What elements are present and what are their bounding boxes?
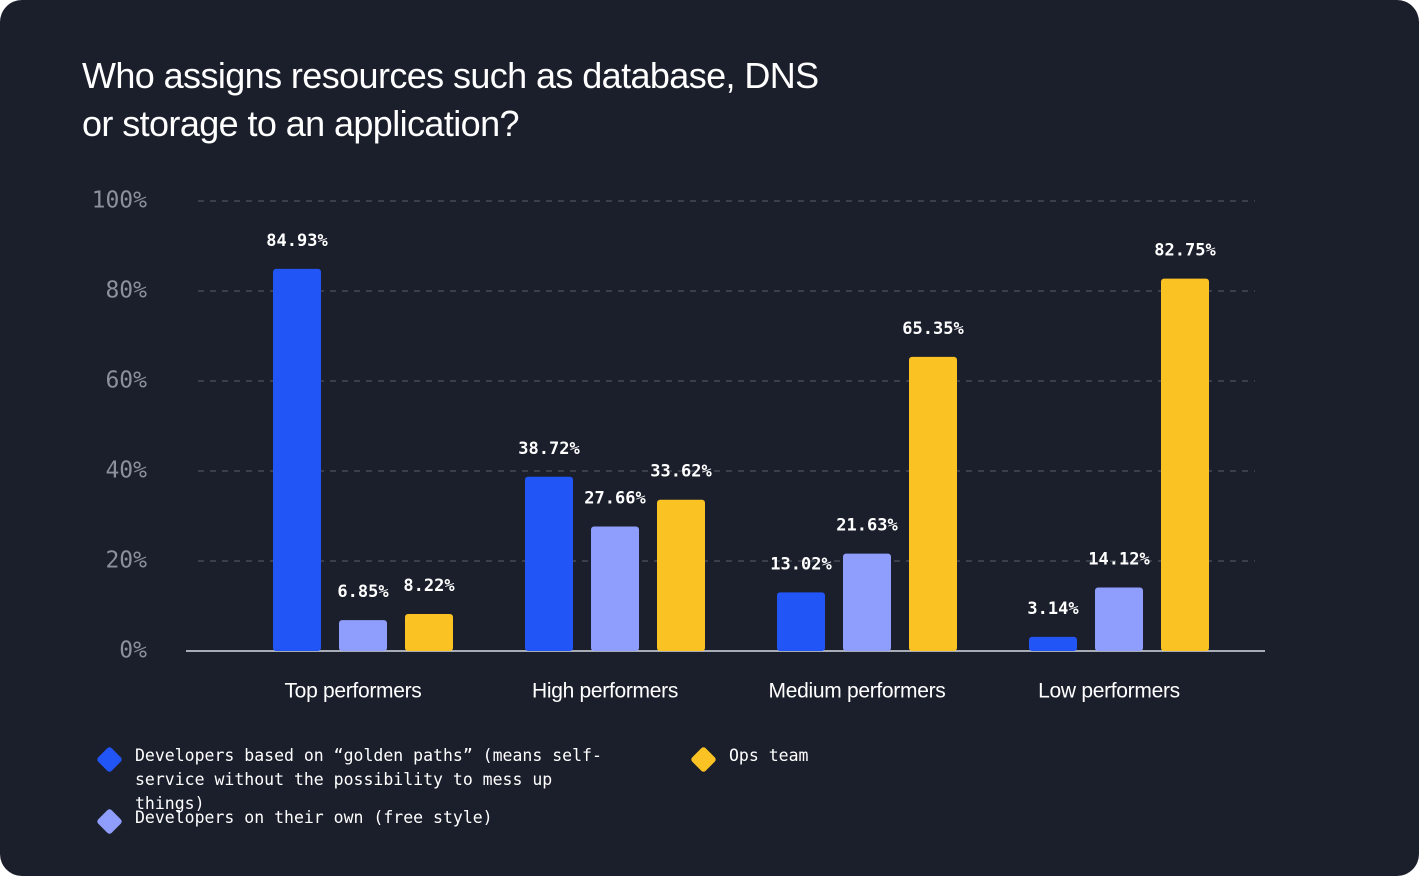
legend-item: Developers based on “golden paths” (mean…	[96, 744, 625, 816]
bar	[1095, 587, 1143, 651]
legend-item: Ops team	[690, 744, 1219, 773]
bar	[591, 526, 639, 651]
legend-label: Developers based on “golden paths” (mean…	[135, 746, 602, 813]
legend-swatch	[96, 746, 123, 773]
value-label: 27.66%	[584, 489, 646, 509]
value-label: 13.02%	[770, 554, 832, 574]
bar	[1029, 636, 1077, 651]
legend-label: Ops team	[729, 746, 809, 765]
y-tick-label: 40%	[105, 458, 147, 484]
y-tick-label: 80%	[105, 278, 147, 304]
value-label: 21.63%	[836, 516, 898, 536]
y-tick-label: 20%	[105, 548, 147, 574]
value-label: 82.75%	[1154, 241, 1216, 261]
legend-item: Developers on their own (free style)	[96, 806, 625, 835]
bar	[273, 268, 321, 651]
bar	[525, 476, 573, 651]
value-label: 33.62%	[650, 462, 712, 482]
x-tick-label: Low performers	[1038, 680, 1180, 703]
bar	[657, 499, 705, 651]
bar	[1161, 278, 1209, 651]
y-tick-label: 0%	[119, 638, 147, 664]
bar	[843, 553, 891, 651]
value-label: 84.93%	[266, 231, 328, 251]
value-label: 3.14%	[1027, 599, 1079, 619]
legend-label: Developers on their own (free style)	[135, 808, 493, 827]
value-label: 8.22%	[403, 576, 455, 596]
value-label: 38.72%	[518, 439, 580, 459]
bar	[777, 592, 825, 651]
bar	[909, 356, 957, 651]
x-tick-label: Medium performers	[769, 680, 946, 703]
bar	[405, 614, 453, 651]
legend-swatch	[96, 808, 123, 835]
x-tick-label: High performers	[532, 680, 678, 703]
chart-title: Who assigns resources such as database, …	[82, 55, 819, 144]
x-tick-label: Top performers	[284, 680, 421, 703]
y-tick-label: 60%	[105, 368, 147, 394]
value-label: 65.35%	[902, 319, 964, 339]
legend-swatch	[690, 746, 717, 773]
y-tick-label: 100%	[92, 188, 148, 214]
bar	[339, 620, 387, 651]
value-label: 6.85%	[337, 582, 389, 602]
value-label: 14.12%	[1088, 549, 1150, 569]
